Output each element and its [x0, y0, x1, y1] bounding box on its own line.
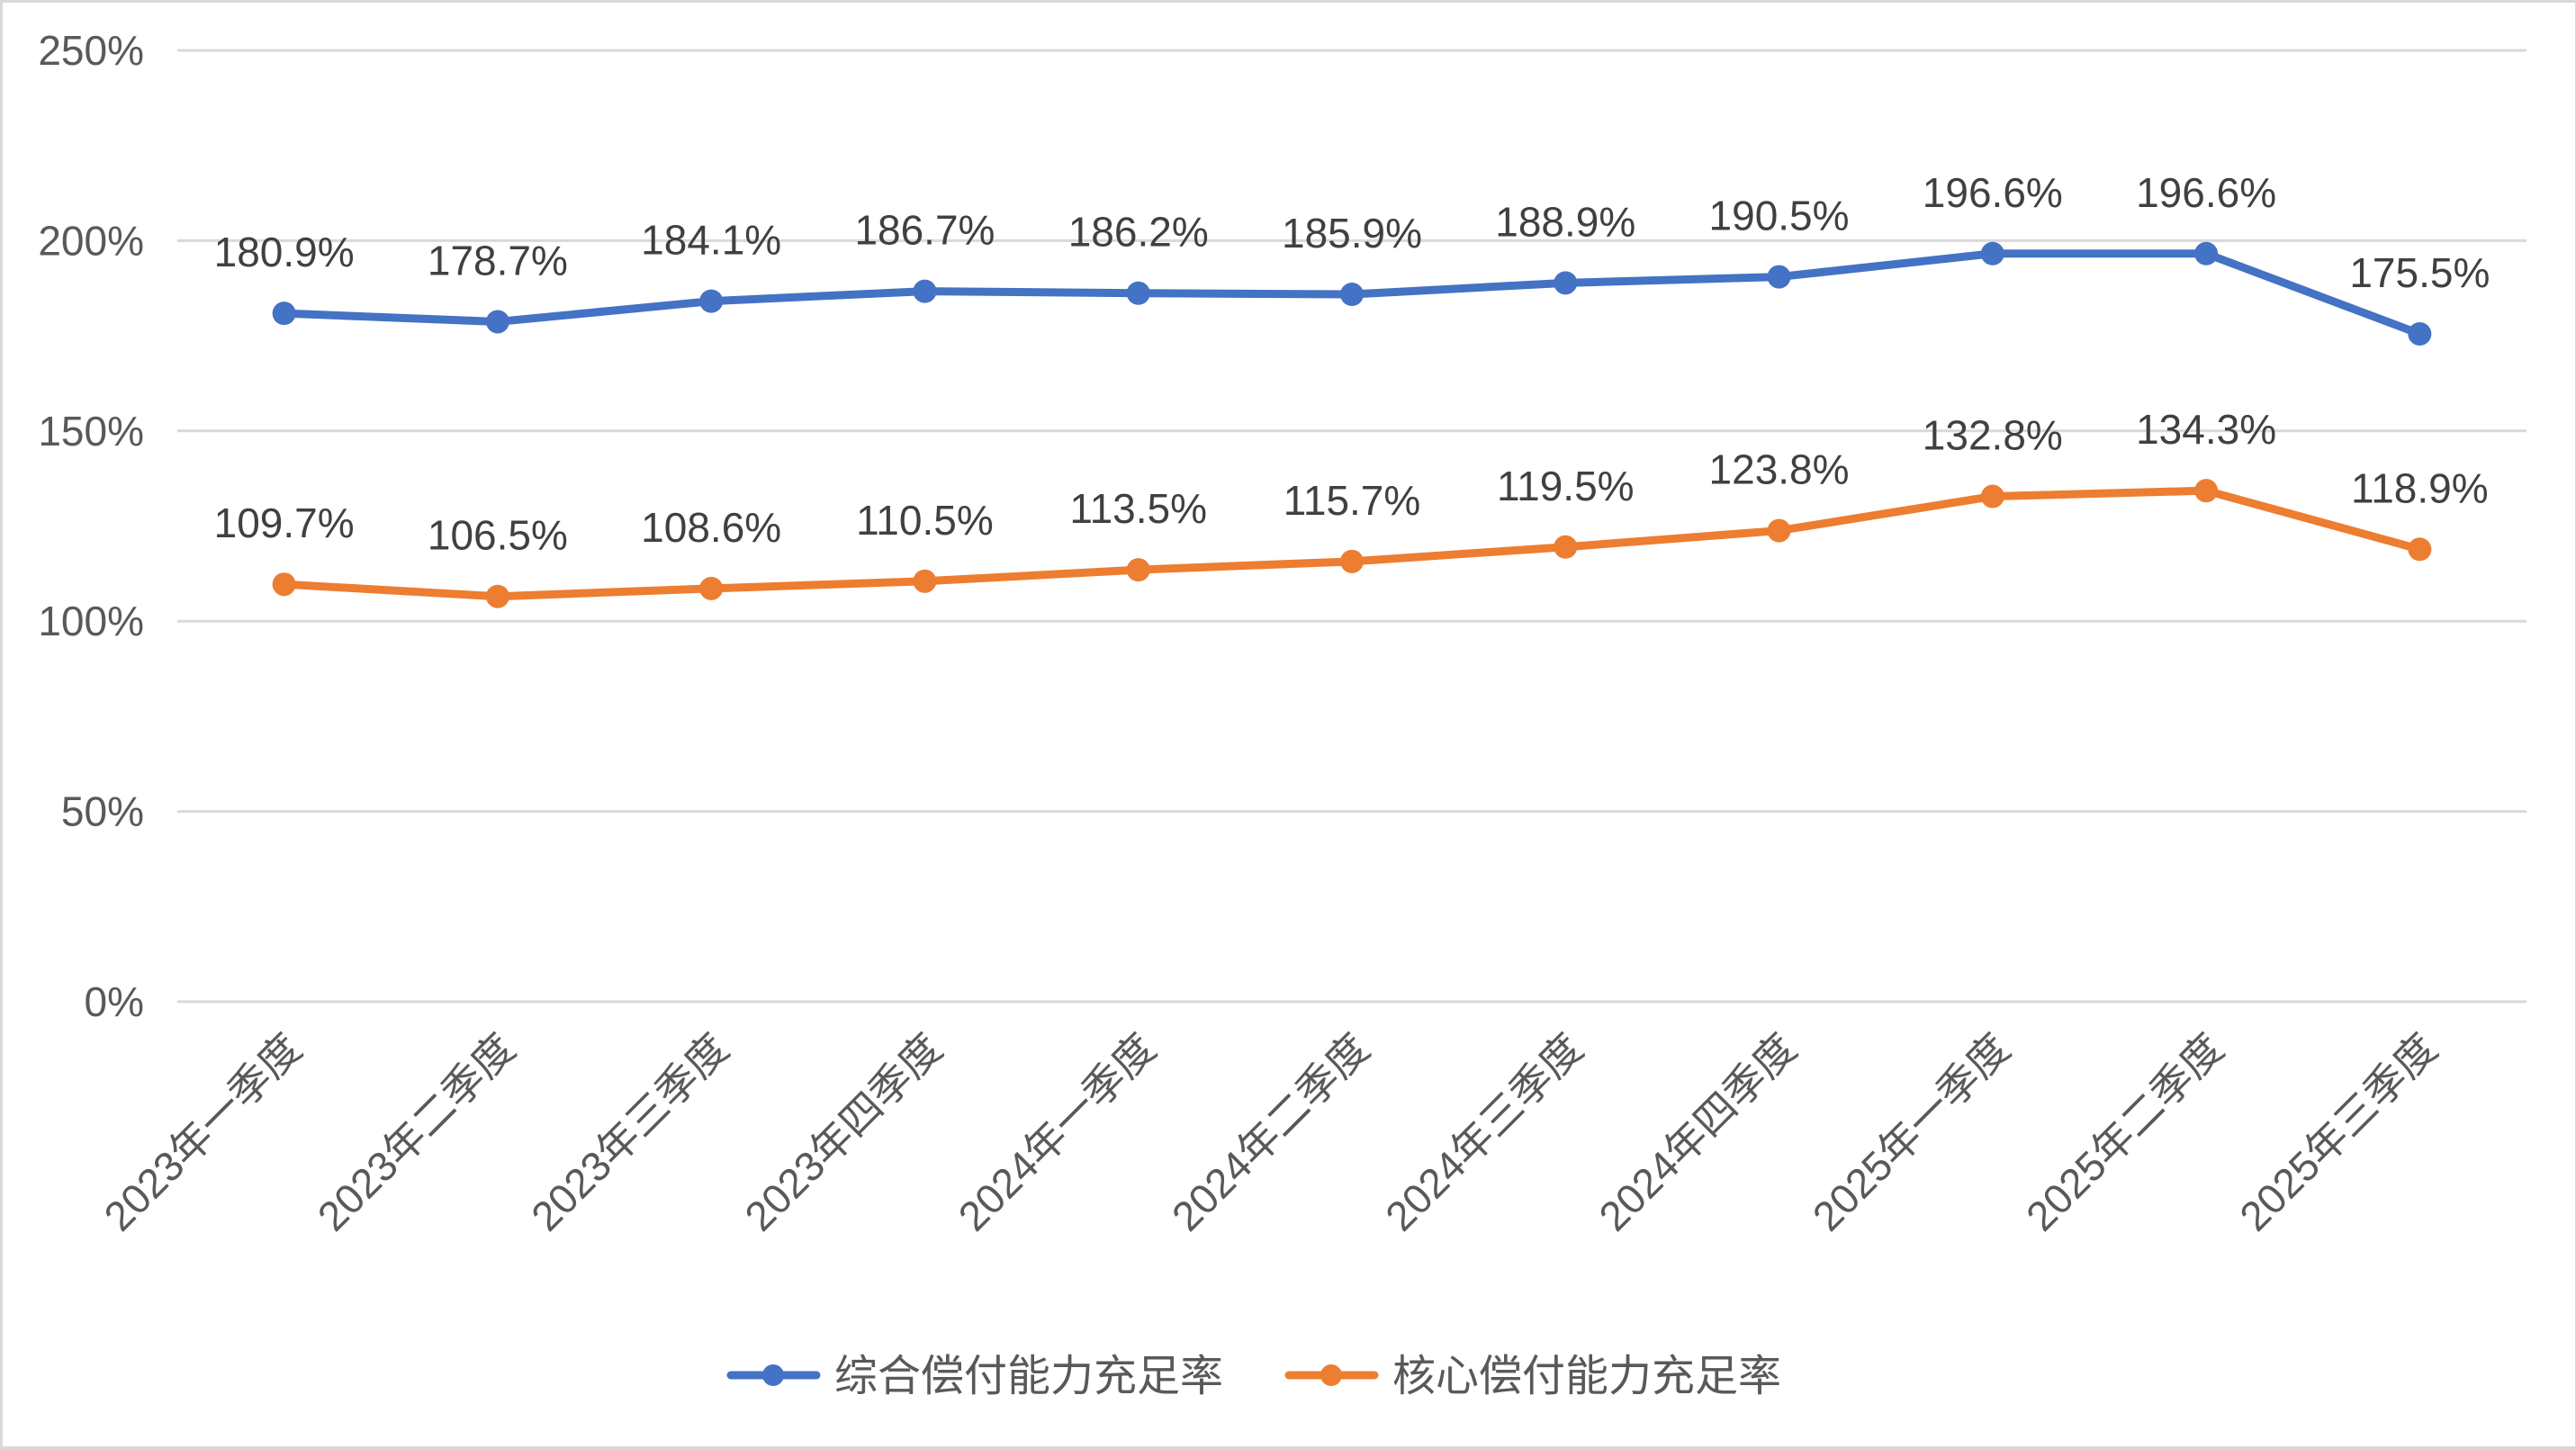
legend-item[interactable]: 核心偿付能力充足率	[1284, 1353, 1781, 1400]
data-point-marker	[485, 584, 509, 608]
y-tick-label: 100%	[38, 598, 144, 644]
data-label: 109.7%	[214, 500, 355, 546]
data-label: 119.5%	[1497, 463, 1635, 509]
y-tick-label: 150%	[38, 408, 144, 454]
data-point-marker	[1767, 265, 1791, 289]
data-label: 184.1%	[641, 217, 781, 264]
gridlines	[177, 49, 2526, 1004]
data-point-marker	[699, 289, 724, 313]
legend-label: 核心偿付能力充足率	[1392, 1353, 1781, 1400]
legend: 综合偿付能力充足率 核心偿付能力充足率	[726, 1353, 1781, 1400]
y-tick-label: 0%	[85, 978, 144, 1025]
y-tick-label: 200%	[38, 217, 144, 264]
data-label: 186.7%	[854, 207, 995, 254]
x-tick-label: 2023年一季度	[95, 1024, 310, 1239]
data-label: 175.5%	[2349, 249, 2490, 296]
data-labels: 180.9% 178.7% 184.1% 186.7% 186.2% 185.9% 188.…	[214, 169, 2490, 559]
x-tick-label: 2024年三季度	[1376, 1024, 1591, 1239]
data-label: 115.7%	[1283, 477, 1421, 524]
data-label: 188.9%	[1495, 198, 1635, 245]
data-label: 110.5%	[856, 497, 994, 544]
plot-area	[272, 241, 2432, 608]
legend-label: 综合偿付能力充足率	[834, 1353, 1223, 1400]
x-tick-label: 2024年四季度	[1590, 1024, 1805, 1239]
data-point-marker	[1980, 241, 2004, 266]
x-tick-label: 2025年一季度	[1804, 1024, 2019, 1239]
data-point-marker	[485, 310, 509, 334]
data-label: 134.3%	[2136, 406, 2276, 453]
data-point-marker	[2194, 479, 2219, 503]
data-point-marker	[913, 279, 937, 303]
data-label: 123.8%	[1709, 446, 1850, 493]
data-point-marker	[1767, 518, 1791, 543]
x-axis-ticks: 2023年一季度2023年二季度2023年三季度2023年四季度2024年一季度…	[95, 1024, 2445, 1239]
data-label: 185.9%	[1282, 210, 1422, 256]
data-label: 108.6%	[641, 504, 781, 551]
y-tick-label: 250%	[38, 27, 144, 74]
data-label: 190.5%	[1709, 193, 1850, 239]
legend-marker-icon	[1320, 1364, 1342, 1386]
data-point-marker	[2408, 321, 2432, 346]
x-tick-label: 2025年二季度	[2017, 1024, 2232, 1239]
y-tick-label: 50%	[61, 788, 144, 835]
x-tick-label: 2024年一季度	[950, 1024, 1165, 1239]
data-point-marker	[272, 302, 296, 326]
legend-marker-icon	[762, 1364, 784, 1386]
data-point-marker	[2194, 241, 2219, 266]
data-point-marker	[699, 576, 724, 600]
x-tick-label: 2023年三季度	[522, 1024, 737, 1239]
data-label: 186.2%	[1068, 209, 1209, 256]
data-point-marker	[1554, 535, 1578, 559]
data-point-marker	[1126, 558, 1150, 582]
x-tick-label: 2023年四季度	[735, 1024, 950, 1239]
legend-item[interactable]: 综合偿付能力充足率	[726, 1353, 1223, 1400]
data-label: 180.9%	[214, 229, 355, 275]
data-label: 178.7%	[428, 237, 568, 284]
data-point-marker	[1126, 281, 1150, 305]
data-point-marker	[1980, 484, 2004, 508]
data-point-marker	[913, 569, 937, 593]
x-tick-label: 2024年二季度	[1163, 1024, 1378, 1239]
data-label: 118.9%	[2351, 464, 2489, 511]
y-axis-ticks: 0% 50% 100% 150% 200% 250%	[38, 27, 144, 1025]
data-point-marker	[1554, 271, 1578, 295]
data-label: 132.8%	[1923, 412, 2063, 459]
x-tick-label: 2025年三季度	[2230, 1024, 2445, 1239]
data-point-marker	[1340, 283, 1364, 307]
data-point-marker	[2408, 537, 2432, 562]
x-tick-label: 2023年二季度	[309, 1024, 524, 1239]
data-label: 106.5%	[428, 512, 568, 559]
data-label: 196.6%	[1923, 169, 2063, 216]
data-label: 196.6%	[2136, 169, 2276, 216]
data-point-marker	[272, 572, 296, 597]
data-label: 113.5%	[1069, 485, 1207, 532]
data-point-marker	[1340, 549, 1364, 573]
